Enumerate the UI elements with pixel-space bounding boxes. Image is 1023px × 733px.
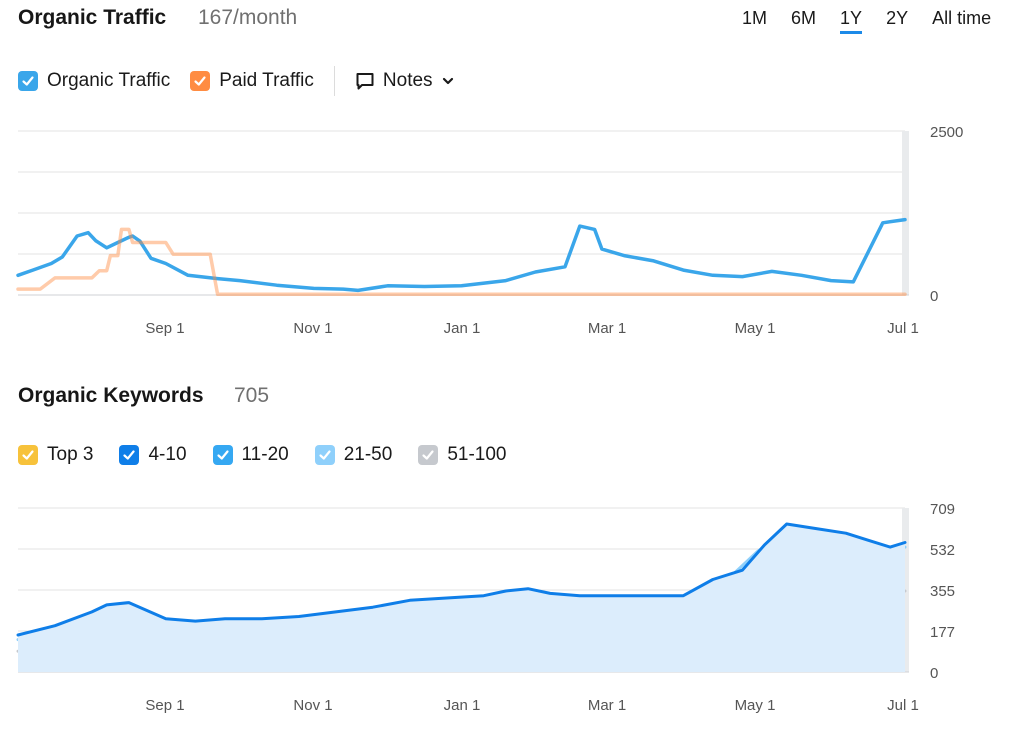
legend-label: 21-50 [343, 444, 393, 465]
y-tick-label: 177 [930, 624, 955, 641]
checkbox-checked-icon[interactable] [18, 445, 38, 465]
x-tick-label: May 1 [735, 697, 776, 714]
checkbox-checked-icon[interactable] [418, 445, 439, 465]
y-tick-label: 709 [930, 501, 955, 518]
legend-4-10[interactable]: 4-10 [119, 444, 187, 466]
x-tick-label: Mar 1 [588, 697, 626, 714]
series-line-organic-traffic [16, 217, 907, 293]
range-all-time[interactable]: All time [932, 8, 992, 28]
x-tick-label: Jul 1 [887, 697, 919, 714]
legend-organic-traffic[interactable]: Organic Traffic [18, 70, 170, 92]
legend-label: Paid Traffic [219, 70, 314, 91]
checkbox-checked-icon[interactable] [190, 71, 211, 91]
x-tick-label: Jan 1 [444, 320, 481, 337]
comment-icon [355, 71, 375, 91]
x-tick-label: Sep 1 [145, 697, 184, 714]
chevron-down-icon [441, 74, 455, 88]
x-tick-label: Jul 1 [887, 320, 919, 337]
range-1m[interactable]: 1M [742, 8, 768, 28]
x-tick-label: Nov 1 [293, 697, 332, 714]
y-tick-label: 2500 [930, 124, 963, 141]
y-tick-label: 0 [930, 288, 938, 305]
x-tick-label: Sep 1 [145, 320, 184, 337]
range-1y[interactable]: 1Y [840, 8, 863, 34]
traffic-legend: Organic Traffic Paid Traffic Notes [18, 66, 455, 96]
keywords-title: Organic Keywords [18, 384, 204, 407]
checkbox-checked-icon[interactable] [119, 445, 140, 465]
series-line-4-10 [16, 522, 907, 637]
legend-paid-traffic[interactable]: Paid Traffic [190, 70, 314, 92]
y-tick-label: 532 [930, 542, 955, 559]
keywords-chart: 709 532 355 177 0 Sep 1 Nov 1 Jan 1 Mar 1 May 1 Ju… [16, 501, 955, 714]
legend-divider [333, 66, 335, 96]
keywords-value: 705 [234, 384, 270, 407]
range-2y[interactable]: 2Y [886, 8, 909, 28]
legend-label: 4-10 [148, 444, 187, 465]
range-6m[interactable]: 6M [791, 8, 817, 28]
legend-11-20[interactable]: 11-20 [212, 444, 289, 466]
traffic-title: Organic Traffic [18, 6, 167, 29]
legend-label: Top 3 [47, 444, 94, 465]
legend-label: 11-20 [241, 444, 289, 465]
range-selector: 1M 6M 1Y 2Y All time [742, 8, 991, 34]
period-end-band [902, 131, 909, 295]
y-tick-label: 355 [930, 583, 955, 600]
x-tick-label: May 1 [735, 320, 776, 337]
notes-label: Notes [382, 70, 433, 91]
checkbox-checked-icon[interactable] [314, 445, 335, 465]
legend-51-100[interactable]: 51-100 [418, 444, 506, 466]
x-tick-label: Nov 1 [293, 320, 332, 337]
series-line-paid-traffic [16, 227, 907, 297]
notes-dropdown[interactable]: Notes [355, 70, 455, 92]
keywords-legend: Top 3 4-10 11-20 21-50 51-100 [18, 444, 506, 466]
y-tick-label: 0 [930, 665, 938, 682]
traffic-chart: 2500 0 Sep 1 Nov 1 Jan 1 Mar 1 May 1 Jul 1 [16, 124, 963, 337]
checkbox-checked-icon[interactable] [18, 71, 38, 91]
traffic-value: 167/month [198, 6, 298, 29]
legend-label: Organic Traffic [47, 70, 171, 91]
checkbox-checked-icon[interactable] [212, 445, 233, 465]
x-tick-label: Jan 1 [444, 697, 481, 714]
legend-21-50[interactable]: 21-50 [314, 444, 393, 466]
x-tick-label: Mar 1 [588, 320, 626, 337]
legend-top-3[interactable]: Top 3 [18, 444, 93, 466]
legend-label: 51-100 [447, 444, 507, 465]
